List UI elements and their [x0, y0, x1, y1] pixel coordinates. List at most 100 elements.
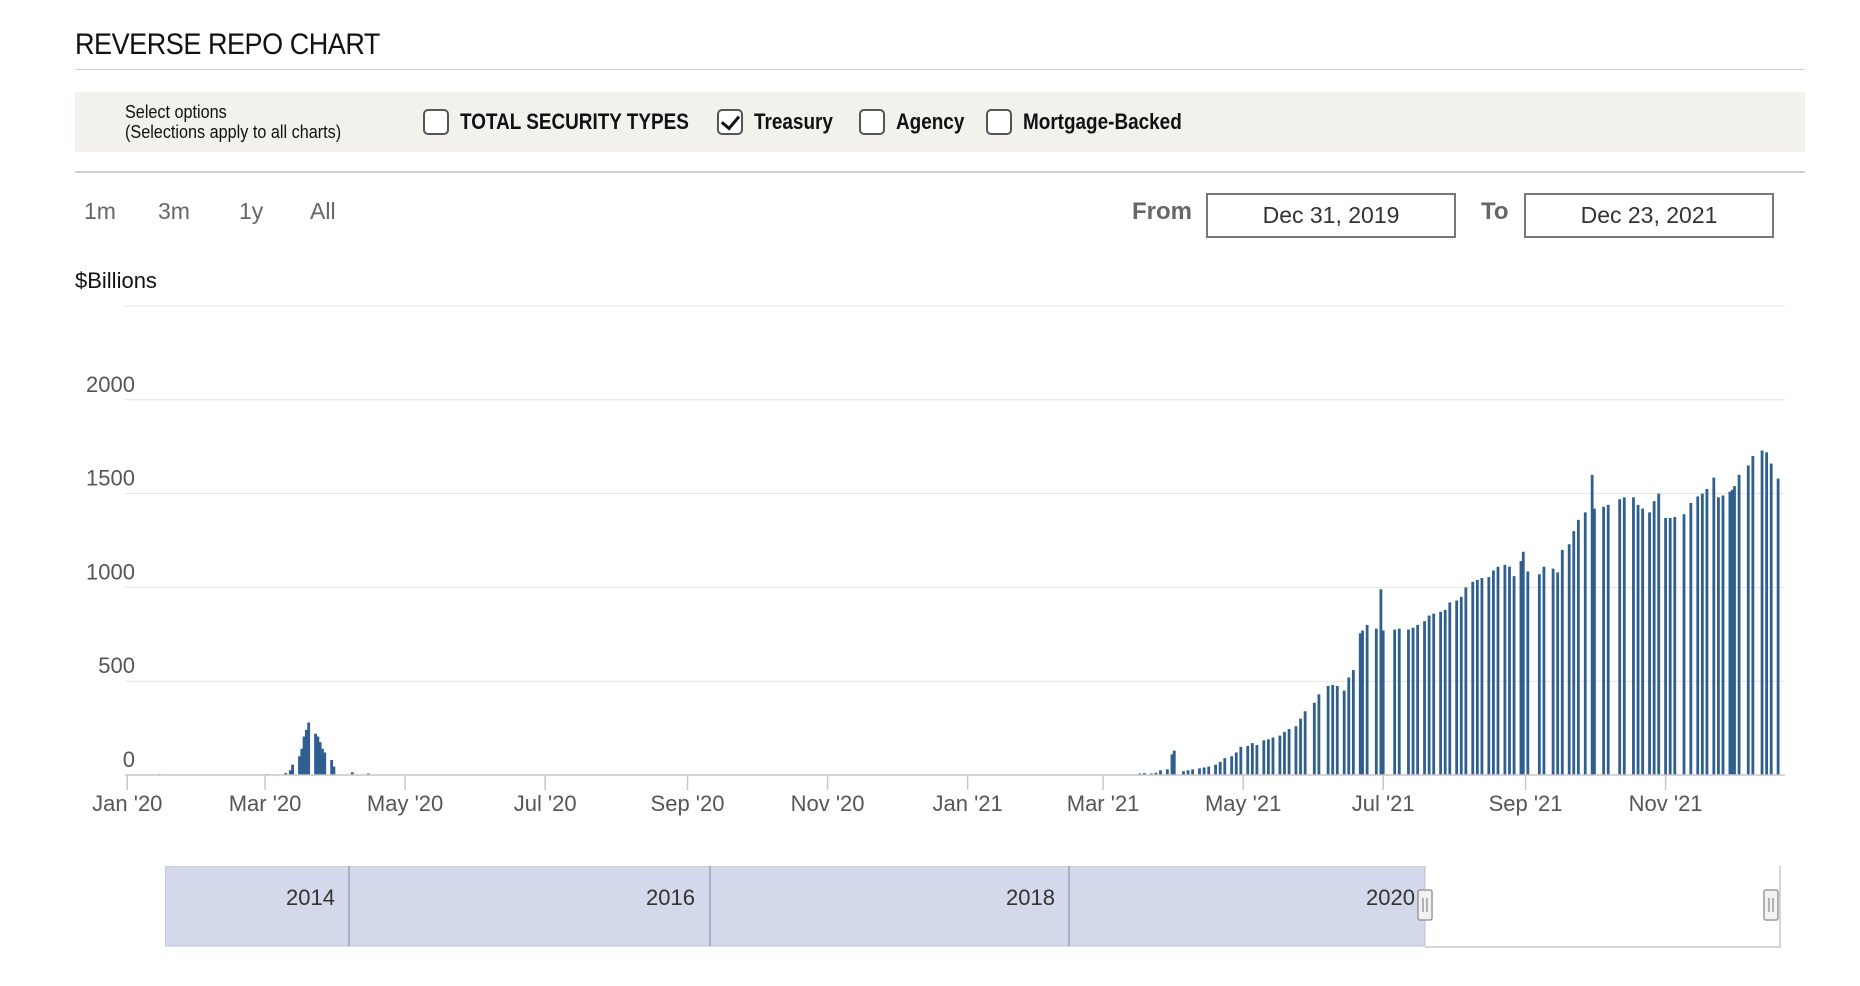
- bar: [1416, 624, 1420, 775]
- option-treasury[interactable]: Treasury: [717, 106, 846, 138]
- bar: [1287, 729, 1291, 775]
- bar: [1218, 761, 1222, 775]
- from-date-input[interactable]: [1206, 193, 1456, 238]
- handle-body[interactable]: [1763, 889, 1779, 921]
- bar: [1407, 629, 1410, 775]
- checkbox-total-security-types[interactable]: [423, 109, 449, 135]
- chart-bars: [158, 450, 1780, 775]
- bar: [1154, 772, 1158, 775]
- x-tick-label: Jan '21: [932, 791, 1002, 816]
- bar: [1143, 773, 1146, 775]
- bar: [1439, 611, 1442, 775]
- bar: [1365, 624, 1369, 775]
- bar: [1299, 718, 1302, 775]
- bar: [1657, 493, 1661, 775]
- navigator-left-handle[interactable]: [1417, 889, 1433, 921]
- reverse-repo-bar-chart: 0 500 1000 1500 2000 Jan '20 Mar '20 May '20 Jul…: [86, 305, 1785, 816]
- bar: [1648, 512, 1651, 775]
- bar: [291, 764, 295, 775]
- range-button-3m[interactable]: 3m: [158, 198, 190, 224]
- bar: [1303, 711, 1307, 775]
- bar: [1207, 766, 1211, 775]
- bar: [1267, 739, 1270, 775]
- checkbox-treasury[interactable]: [717, 109, 743, 135]
- range-button-all[interactable]: All: [310, 198, 336, 224]
- bar: [1427, 615, 1431, 775]
- time-navigator[interactable]: 2014 2016 2018 2020: [165, 866, 1785, 948]
- option-total-security-types[interactable]: TOTAL SECURITY TYPES: [423, 106, 726, 138]
- option-agency[interactable]: Agency: [859, 106, 975, 138]
- bar: [1464, 587, 1468, 775]
- bar: [1172, 750, 1176, 775]
- bar: [1191, 769, 1195, 775]
- bar: [1432, 613, 1436, 775]
- bar: [1347, 677, 1351, 775]
- checkbox-mortgage-backed[interactable]: [986, 109, 1012, 135]
- bar: [1618, 499, 1622, 775]
- x-tick-label: Nov '20: [791, 791, 865, 816]
- bar: [1760, 450, 1764, 775]
- x-tick-label: Sep '21: [1489, 791, 1563, 816]
- bar: [1730, 489, 1734, 775]
- bar: [1583, 512, 1587, 775]
- bar: [316, 736, 320, 775]
- bar: [304, 729, 308, 775]
- x-tick-label: Jan '20: [92, 791, 162, 816]
- x-tick-label: May '20: [367, 791, 443, 816]
- to-label: To: [1481, 198, 1509, 225]
- bar: [1331, 684, 1335, 775]
- bar: [1700, 493, 1704, 775]
- range-button-1y[interactable]: 1y: [239, 198, 264, 224]
- bar: [1689, 502, 1693, 775]
- option-total-security-types-label: TOTAL SECURITY TYPES: [460, 109, 689, 134]
- bar: [1632, 497, 1635, 775]
- bar: [1317, 694, 1321, 775]
- option-agency-label: Agency: [896, 109, 965, 134]
- bar: [1737, 474, 1741, 775]
- bar: [350, 772, 354, 775]
- bar: [298, 756, 301, 775]
- bar: [1551, 568, 1555, 775]
- range-button-1m[interactable]: 1m: [84, 198, 116, 224]
- bar: [1165, 769, 1169, 775]
- navigator-year-labels: 2014 2016 2018 2020: [286, 866, 1415, 946]
- bar: [1567, 544, 1571, 775]
- bar: [1271, 737, 1275, 775]
- bar: [1712, 477, 1716, 775]
- navigator-right-handle[interactable]: [1763, 889, 1779, 921]
- bar: [1159, 770, 1162, 775]
- checkbox-agency[interactable]: [859, 109, 885, 135]
- bar: [1351, 669, 1355, 775]
- bar: [1728, 491, 1732, 775]
- navigator-outside-range: [165, 866, 1426, 947]
- bar: [314, 733, 317, 775]
- bar: [302, 736, 306, 775]
- bar: [1186, 770, 1190, 775]
- bar: [1487, 577, 1491, 775]
- bar: [321, 748, 324, 775]
- bar: [1312, 702, 1316, 775]
- y-axis-unit-label: $Billions: [75, 268, 157, 293]
- x-tick-label: Mar '20: [229, 791, 302, 816]
- option-mortgage-backed[interactable]: Mortgage-Backed: [986, 106, 1208, 138]
- bar: [1443, 609, 1447, 775]
- bar: [1705, 488, 1709, 775]
- bar: [1664, 517, 1668, 775]
- y-tick-label: 0: [123, 747, 135, 772]
- bar: [1459, 596, 1463, 775]
- bar: [1576, 519, 1580, 775]
- bar: [1223, 758, 1227, 775]
- bar: [1234, 752, 1238, 775]
- options-label-line2: (Selections apply to all charts): [125, 122, 342, 142]
- bar: [1776, 478, 1780, 775]
- bar: [1560, 549, 1564, 775]
- bar: [332, 766, 336, 775]
- handle-body[interactable]: [1417, 889, 1433, 921]
- y-tick-label: 2000: [86, 372, 135, 397]
- bar: [1202, 767, 1206, 775]
- bar: [1393, 629, 1397, 775]
- y-tick-label: 1500: [86, 466, 135, 491]
- option-treasury-label: Treasury: [754, 109, 833, 134]
- to-date-input[interactable]: [1524, 193, 1774, 238]
